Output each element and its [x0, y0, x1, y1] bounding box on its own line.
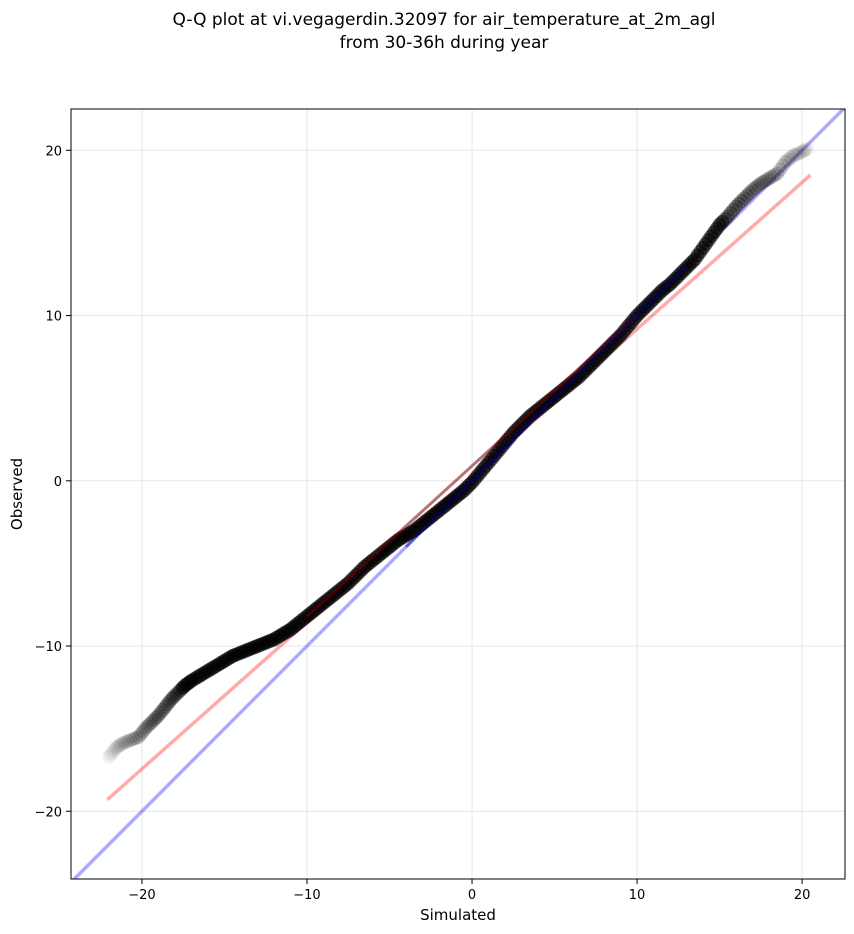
quantile-point	[784, 150, 799, 165]
quantile-point	[158, 700, 173, 715]
quantile-point	[756, 174, 771, 189]
quantile-point	[748, 180, 763, 195]
x-axis: −20 −10 0 10 20	[128, 879, 810, 903]
quantile-point	[153, 705, 168, 720]
quantile-point	[101, 749, 116, 764]
quantile-point	[104, 746, 119, 761]
identity-line-core	[404, 264, 688, 548]
quantile-point	[795, 144, 810, 159]
quantile-point	[128, 730, 143, 745]
quantile-point	[734, 193, 749, 208]
quantile-point	[789, 147, 804, 162]
quantile-point	[138, 721, 153, 736]
quantile-point	[764, 169, 779, 184]
quantile-point	[140, 719, 155, 734]
quantile-point	[745, 182, 760, 197]
quantile-point	[149, 710, 164, 725]
quantile-point	[742, 185, 757, 200]
quantile-point	[162, 694, 177, 709]
quantile-point	[720, 209, 735, 224]
quantile-point	[778, 154, 793, 169]
quantile-point	[108, 741, 123, 756]
quantile-point	[740, 188, 755, 203]
quantile-point	[798, 142, 813, 157]
quantile-point	[773, 162, 788, 177]
quantile-point	[151, 708, 166, 723]
quantile-point	[144, 715, 159, 730]
quantile-point	[786, 148, 801, 163]
quantile-point	[792, 146, 807, 161]
plot-frame	[70, 108, 846, 880]
quantile-point	[770, 166, 785, 181]
chart-title-line-2: from 30-36h during year	[340, 33, 549, 53]
quantile-point	[106, 744, 121, 759]
y-tick-label: 20	[45, 144, 62, 159]
quantile-point	[110, 739, 125, 754]
x-tick-label: 10	[629, 888, 646, 903]
quantile-point	[767, 168, 782, 183]
quantile-point	[131, 729, 146, 744]
x-axis-label: Simulated	[420, 906, 496, 924]
quantile-point	[718, 212, 733, 227]
chart-title-line-1: Q-Q plot at vi.vegagerdin.32097 for air_…	[172, 10, 715, 30]
quantile-point	[142, 717, 157, 732]
grid	[71, 109, 845, 879]
quantile-point	[781, 152, 796, 167]
quantile-point	[726, 202, 741, 217]
quantile-point	[762, 171, 777, 186]
y-axis-label: Observed	[8, 458, 26, 530]
quantile-point	[155, 702, 170, 717]
quantile-point	[759, 173, 774, 188]
quantile-point	[126, 732, 141, 747]
x-tick-label: −10	[293, 888, 320, 903]
quantile-point	[160, 697, 175, 712]
x-tick-label: 20	[794, 888, 811, 903]
x-tick-label: −20	[128, 888, 155, 903]
quantile-point	[120, 734, 135, 749]
quantile-point	[737, 191, 752, 206]
y-axis: −20 −10 0 10 20	[35, 144, 71, 820]
quantile-points	[101, 141, 815, 764]
quantile-point	[123, 733, 138, 748]
quantile-point	[115, 736, 130, 751]
y-tick-label: −10	[35, 640, 62, 655]
quantile-point	[133, 727, 148, 742]
quantile-point	[147, 712, 162, 727]
quantile-point	[164, 691, 179, 706]
quantile-point	[731, 196, 746, 211]
fit-line-core	[305, 314, 639, 618]
quantile-point	[723, 206, 738, 221]
quantile-point	[796, 143, 811, 158]
quantile-point	[117, 735, 132, 750]
y-tick-label: 0	[54, 475, 62, 490]
y-tick-label: 10	[45, 310, 62, 325]
quantile-point	[800, 141, 815, 156]
quantile-point	[751, 178, 766, 193]
y-tick-label: −20	[35, 805, 62, 820]
quantile-point	[112, 738, 127, 753]
quantile-point	[775, 158, 790, 173]
x-tick-label: 0	[468, 888, 476, 903]
quantile-point	[715, 214, 730, 229]
quantile-point	[729, 199, 744, 214]
quantile-point	[166, 689, 181, 704]
quantile-point	[136, 724, 151, 739]
quantile-point	[753, 176, 768, 191]
